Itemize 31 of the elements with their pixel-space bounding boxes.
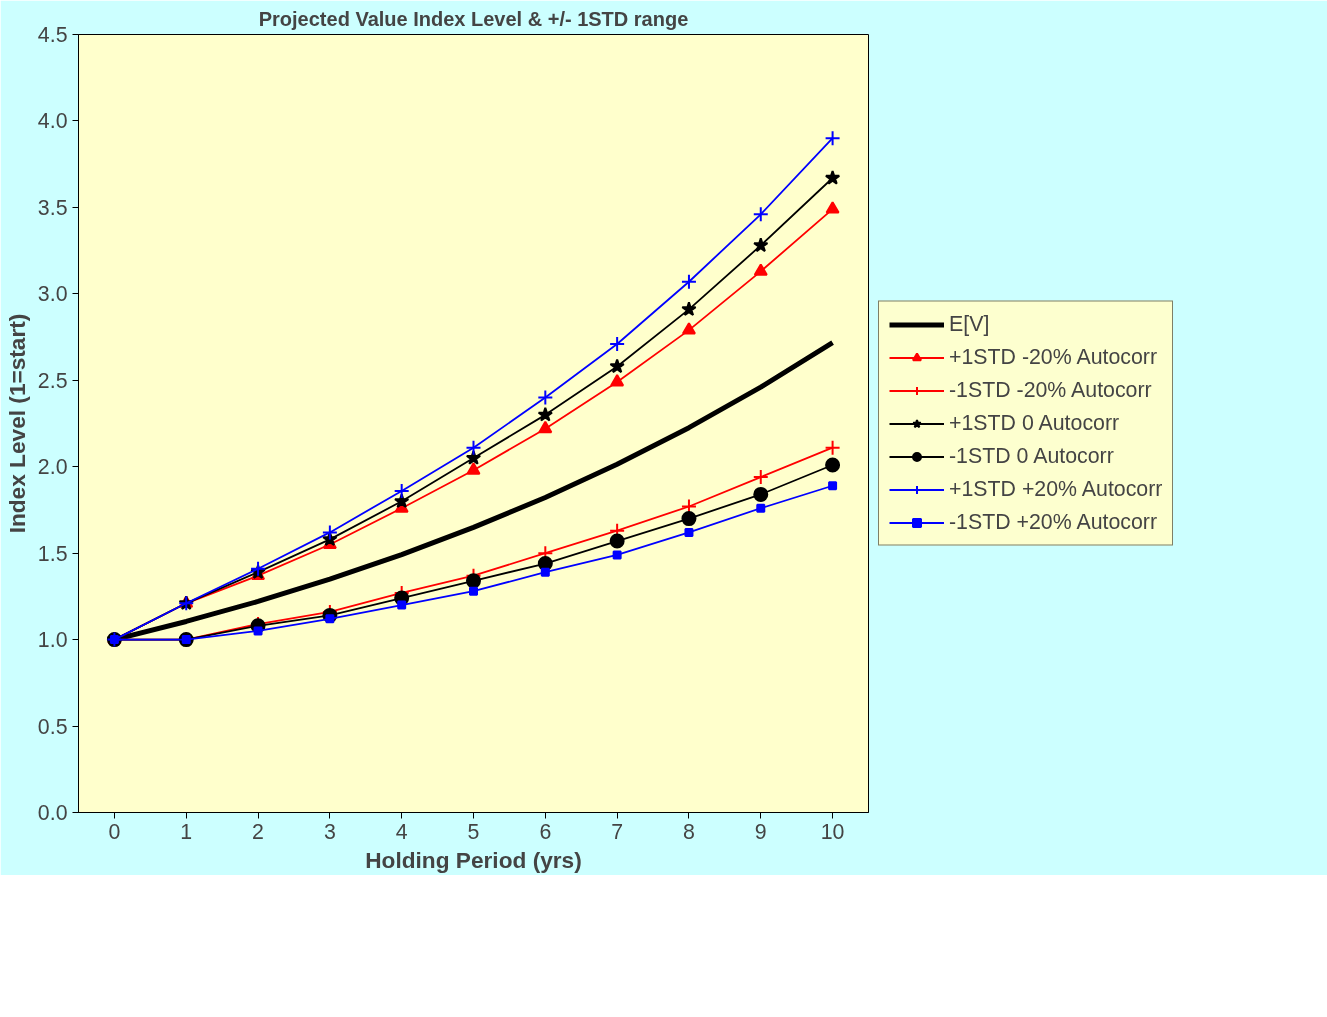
x-axis-title: Holding Period (yrs) — [365, 846, 582, 873]
x-tick-label: 10 — [820, 819, 845, 844]
y-tick-label: 4.0 — [37, 109, 68, 134]
y-tick-label: 3.5 — [37, 195, 68, 220]
x-tick-label: 0 — [108, 819, 121, 844]
x-tick-label: 2 — [252, 819, 264, 844]
x-tick-label: 4 — [395, 819, 408, 844]
legend-label: -1STD 0 Autocorr — [949, 443, 1114, 469]
y-axis-title: Index Level (1=start) — [3, 313, 30, 534]
y-tick-label: 4.5 — [37, 23, 68, 47]
y-tick-label: 2.5 — [37, 368, 68, 393]
y-tick-label: 2.0 — [37, 455, 68, 480]
x-tick-label: 8 — [683, 819, 695, 844]
x-tick-label: 7 — [611, 819, 624, 844]
legend-label: E[V] — [949, 311, 990, 337]
x-tick-label: 3 — [323, 819, 336, 844]
y-tick-label: 1.0 — [37, 628, 68, 653]
y-tick-label: 1.5 — [37, 541, 68, 566]
legend-label: +1STD 0 Autocorr — [949, 410, 1120, 436]
y-tick-label: 3.0 — [37, 282, 68, 307]
y-tick-label: 0.0 — [37, 801, 68, 825]
legend-label: +1STD -20% Autocorr — [949, 344, 1158, 370]
y-tick-label: 0.5 — [37, 714, 68, 739]
x-tick-label: 1 — [180, 819, 193, 844]
legend-label: +1STD +20% Autocorr — [949, 476, 1163, 502]
x-tick-label: 9 — [754, 819, 767, 844]
x-tick-label: 5 — [467, 819, 480, 844]
x-tick-label: 6 — [539, 819, 552, 844]
legend-label: -1STD +20% Autocorr — [949, 509, 1158, 535]
legend-label: -1STD -20% Autocorr — [949, 377, 1152, 403]
chart-title: Projected Value Index Level & +/- 1STD range — [258, 7, 689, 30]
